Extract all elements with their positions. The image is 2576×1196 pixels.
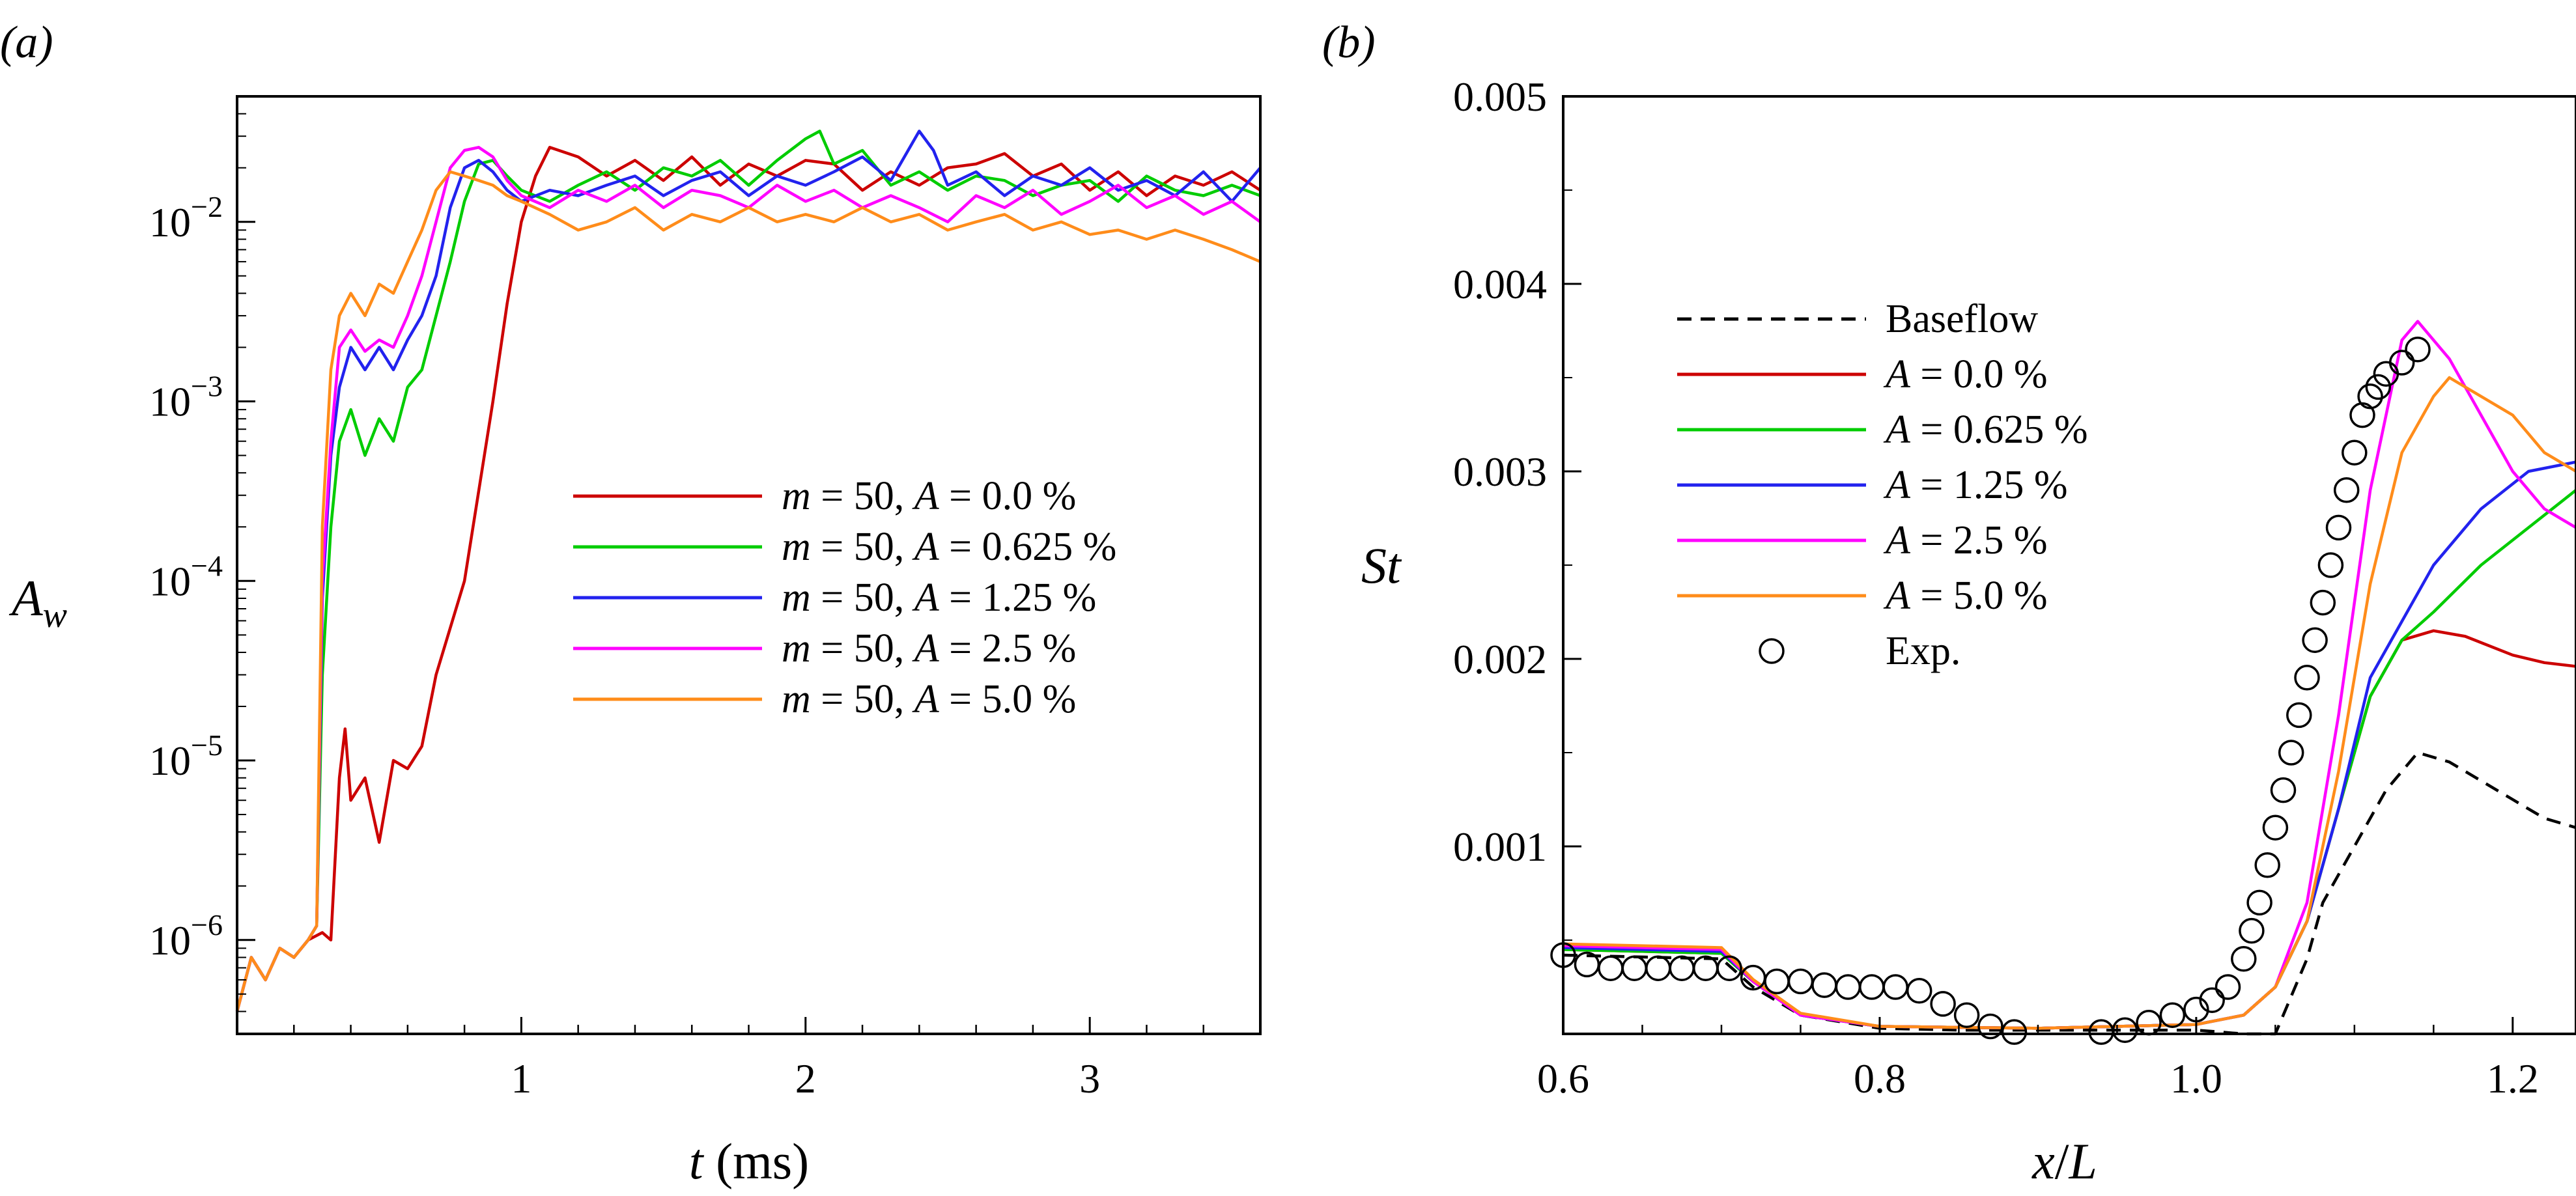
- panel-b-exp-marker: [1692, 955, 1719, 981]
- panel-b-exp-marker: [1977, 1013, 2003, 1040]
- panel-b-exp-marker: [2246, 889, 2272, 916]
- panel-a-ticks: 1 2 3 10−6 10−5 10−4 10−3 10−2: [149, 96, 1204, 1102]
- panel-a-xtick-label-2: 3: [1079, 1055, 1100, 1102]
- panel-b-xlabel: x/L: [2031, 1133, 2097, 1189]
- panel-a-legend-label-3: m = 50, A = 2.5 %: [782, 626, 1076, 671]
- panel-b-exp-marker: [1930, 991, 1956, 1017]
- panel-b-exp-marker: [1811, 972, 1837, 998]
- panel-b-exp-marker: [1953, 1002, 1980, 1028]
- panel-b-exp-marker: [2270, 777, 2297, 803]
- panel-b-exp-marker: [2231, 946, 2257, 972]
- panel-b-legend-swatch-6: [1759, 638, 1785, 664]
- panel-b-exp-marker: [1598, 955, 1624, 981]
- panel-b-ticks: 0.6 0.8 1.0 1.2 0.001 0.002 0.003 0.004 0.005: [1453, 74, 2539, 1102]
- panel-b-exp-marker: [2262, 814, 2289, 841]
- panel-b-legend: Baseflow A = 0.0 % A = 0.625 % A = 1.25 % A …: [1677, 297, 2088, 673]
- panel-a-ytick-label-0: 10−6: [149, 908, 223, 964]
- panel-b-exp-marker: [1716, 955, 1742, 981]
- panel-b-exp-marker: [2112, 1017, 2138, 1043]
- panel-b-exp-marker: [2325, 514, 2352, 541]
- panel-b-exp-marker: [2388, 350, 2415, 376]
- panel-b-ylabel: St: [1361, 537, 1402, 594]
- panel-b-legend-label-6: Exp.: [1886, 629, 1960, 673]
- panel-b: (b) 0.6 0.8 1.0 1.2 0.001 0.002 0.003 0.004 0.00…: [1322, 18, 2576, 1189]
- panel-b-exp-marker: [2317, 552, 2344, 578]
- panel-b-ytick-label-3: 0.004: [1453, 261, 1547, 307]
- panel-b-xtick-label-2: 1.0: [2170, 1055, 2222, 1102]
- panel-b-exp-marker: [2349, 402, 2375, 428]
- panel-a-xtick-label-1: 2: [795, 1055, 816, 1102]
- panel-a-ytick-label-4: 10−2: [149, 190, 223, 245]
- panel-a-ytick-label-1: 10−5: [149, 729, 223, 784]
- panel-a-series: [235, 130, 1262, 1012]
- panel-b-series-line-0: [1563, 751, 2576, 1036]
- panel-b-label: (b): [1322, 18, 1376, 68]
- panel-b-exp-marker: [2215, 974, 2241, 1000]
- panel-a-series-line-0: [235, 146, 1262, 1012]
- panel-b-legend-label-5: A = 5.0 %: [1883, 574, 2048, 618]
- panel-b-xtick-label-1: 0.8: [1854, 1055, 1906, 1102]
- panel-b-ytick-label-4: 0.005: [1453, 74, 1547, 120]
- panel-b-exp-marker: [2001, 1019, 2028, 1045]
- panel-b-exp-marker: [2310, 589, 2336, 616]
- panel-b-exp-marker: [1882, 974, 1908, 1000]
- panel-b-xtick-label-3: 1.2: [2487, 1055, 2539, 1102]
- panel-a-legend-label-4: m = 50, A = 5.0 %: [782, 677, 1076, 721]
- panel-b-exp-marker: [2342, 439, 2368, 466]
- panel-a-series-line-2: [235, 130, 1262, 1012]
- panel-a-ytick-label-2: 10−4: [149, 549, 223, 604]
- panel-b-exp-marker: [1835, 974, 1861, 1000]
- panel-b-legend-label-3: A = 1.25 %: [1883, 463, 2068, 507]
- panel-a: (a) 1 2 3 10−6 10−5 10−4 10−3 10−2 t (ms) Aw m …: [0, 18, 1262, 1189]
- panel-a-xtick-label-0: 1: [511, 1055, 531, 1102]
- panel-b-ytick-label-1: 0.002: [1453, 636, 1547, 682]
- panel-b-exp-marker: [1764, 968, 1790, 995]
- panel-b-exp-marker: [2199, 987, 2225, 1013]
- panel-b-series-line-1: [1563, 629, 2576, 1030]
- panel-b-exp-marker: [2294, 665, 2320, 691]
- panel-b-exp-marker: [2302, 627, 2328, 653]
- panel-a-series-line-3: [235, 146, 1262, 1012]
- panel-a-series-line-1: [235, 130, 1261, 1012]
- panel-b-exp-marker: [1906, 978, 1932, 1004]
- panel-b-legend-label-1: A = 0.0 %: [1883, 352, 2048, 396]
- panel-b-exp-marker: [2357, 383, 2383, 410]
- panel-b-series-line-3: [1563, 460, 2576, 1030]
- panel-b-ytick-label-2: 0.003: [1453, 449, 1547, 495]
- panel-a-label: (a): [0, 18, 53, 68]
- panel-b-exp-marker: [1669, 955, 1695, 981]
- panel-a-legend-label-0: m = 50, A = 0.0 %: [782, 474, 1076, 518]
- panel-b-legend-label-2: A = 0.625 %: [1883, 408, 2088, 452]
- panel-b-exp-marker: [2405, 337, 2431, 363]
- panel-b-exp-marker: [1859, 974, 1885, 1000]
- panel-b-legend-label-0: Baseflow: [1886, 297, 2038, 341]
- panel-b-exp-marker: [2088, 1019, 2114, 1045]
- panel-a-xlabel: t (ms): [689, 1133, 809, 1189]
- panel-b-exp-marker: [2254, 852, 2280, 878]
- panel-b-xtick-label-0: 0.6: [1537, 1055, 1589, 1102]
- panel-a-ylabel: Aw: [8, 570, 67, 635]
- panel-b-exp-marker: [2239, 917, 2265, 944]
- panel-a-legend: m = 50, A = 0.0 % m = 50, A = 0.625 % m = …: [573, 474, 1116, 721]
- panel-b-exp-marker: [2365, 374, 2392, 400]
- panel-b-frame: [1562, 95, 2576, 1035]
- panel-a-ytick-label-3: 10−3: [149, 370, 223, 425]
- panel-b-exp-marker: [1621, 955, 1648, 981]
- panel-b-exp-marker: [2159, 1002, 2186, 1028]
- panel-a-legend-label-1: m = 50, A = 0.625 %: [782, 525, 1116, 569]
- panel-b-exp-marker: [2136, 1009, 2162, 1036]
- panel-a-series-line-4: [235, 170, 1261, 1012]
- panel-b-exp-marker: [2286, 702, 2312, 729]
- panel-b-legend-label-4: A = 2.5 %: [1883, 518, 2048, 563]
- panel-a-legend-label-2: m = 50, A = 1.25 %: [782, 576, 1096, 620]
- panel-b-exp-marker: [2333, 477, 2360, 503]
- panel-b-exp-marker: [1645, 955, 1671, 981]
- panel-b-series-line-5: [1563, 376, 2576, 1030]
- panel-b-exp-marker: [1787, 968, 1814, 995]
- panel-b-ytick-label-0: 0.001: [1453, 824, 1547, 870]
- panel-b-exp-marker: [2278, 740, 2304, 766]
